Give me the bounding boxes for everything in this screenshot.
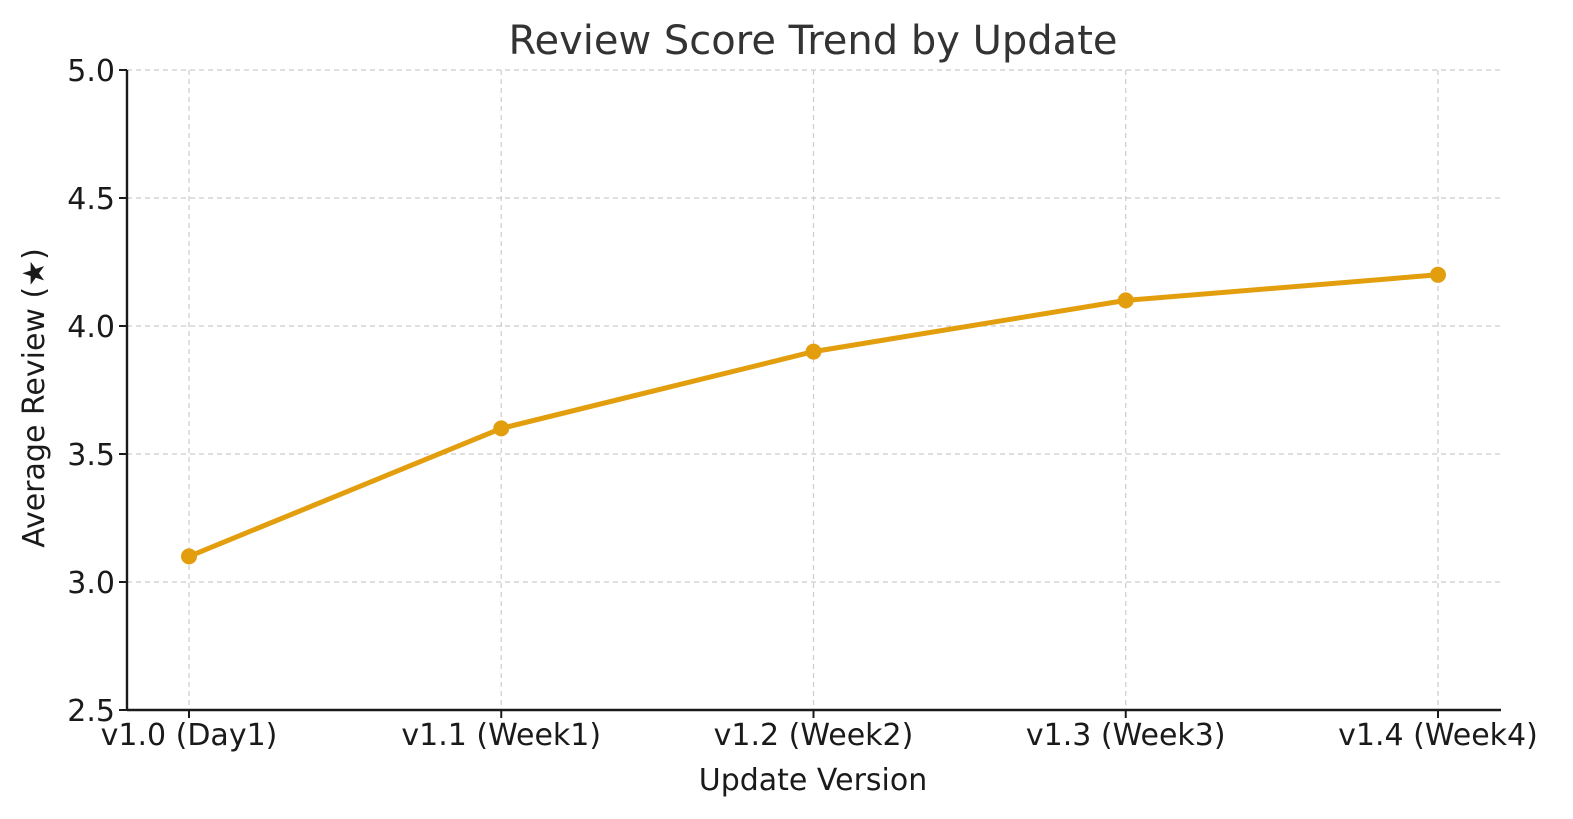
x-tick-label: v1.0 (Day1) bbox=[101, 718, 278, 753]
x-tick-label: v1.1 (Week1) bbox=[401, 718, 601, 753]
grid-lines bbox=[127, 69, 1501, 711]
y-axis-label: Average Review (★) bbox=[17, 248, 52, 548]
data-point bbox=[805, 343, 822, 360]
x-tick-label: v1.2 (Week2) bbox=[714, 718, 914, 753]
series-group bbox=[181, 266, 1446, 565]
data-point bbox=[493, 420, 510, 437]
tick-labels: 2.5 3.0 3.5 4.0 4.5 5.0 v1.0 (Day1) v1.1 (Week1… bbox=[67, 54, 1538, 753]
data-point bbox=[181, 548, 197, 565]
y-tick-label: 4.0 bbox=[67, 310, 115, 345]
axis-ticks bbox=[119, 69, 1439, 718]
y-tick-label: 4.5 bbox=[67, 182, 115, 217]
x-tick-label: v1.4 (Week4) bbox=[1338, 718, 1538, 753]
y-tick-label: 3.5 bbox=[67, 438, 115, 473]
data-point bbox=[1430, 266, 1446, 283]
y-tick-label: 5.0 bbox=[67, 54, 115, 89]
y-tick-label: 3.0 bbox=[67, 566, 115, 601]
y-tick-label: 2.5 bbox=[67, 694, 115, 729]
chart-title: Review Score Trend by Update bbox=[508, 18, 1117, 64]
data-point bbox=[1117, 292, 1134, 309]
x-axis-label: Update Version bbox=[699, 763, 928, 798]
x-tick-label: v1.3 (Week3) bbox=[1026, 718, 1226, 753]
